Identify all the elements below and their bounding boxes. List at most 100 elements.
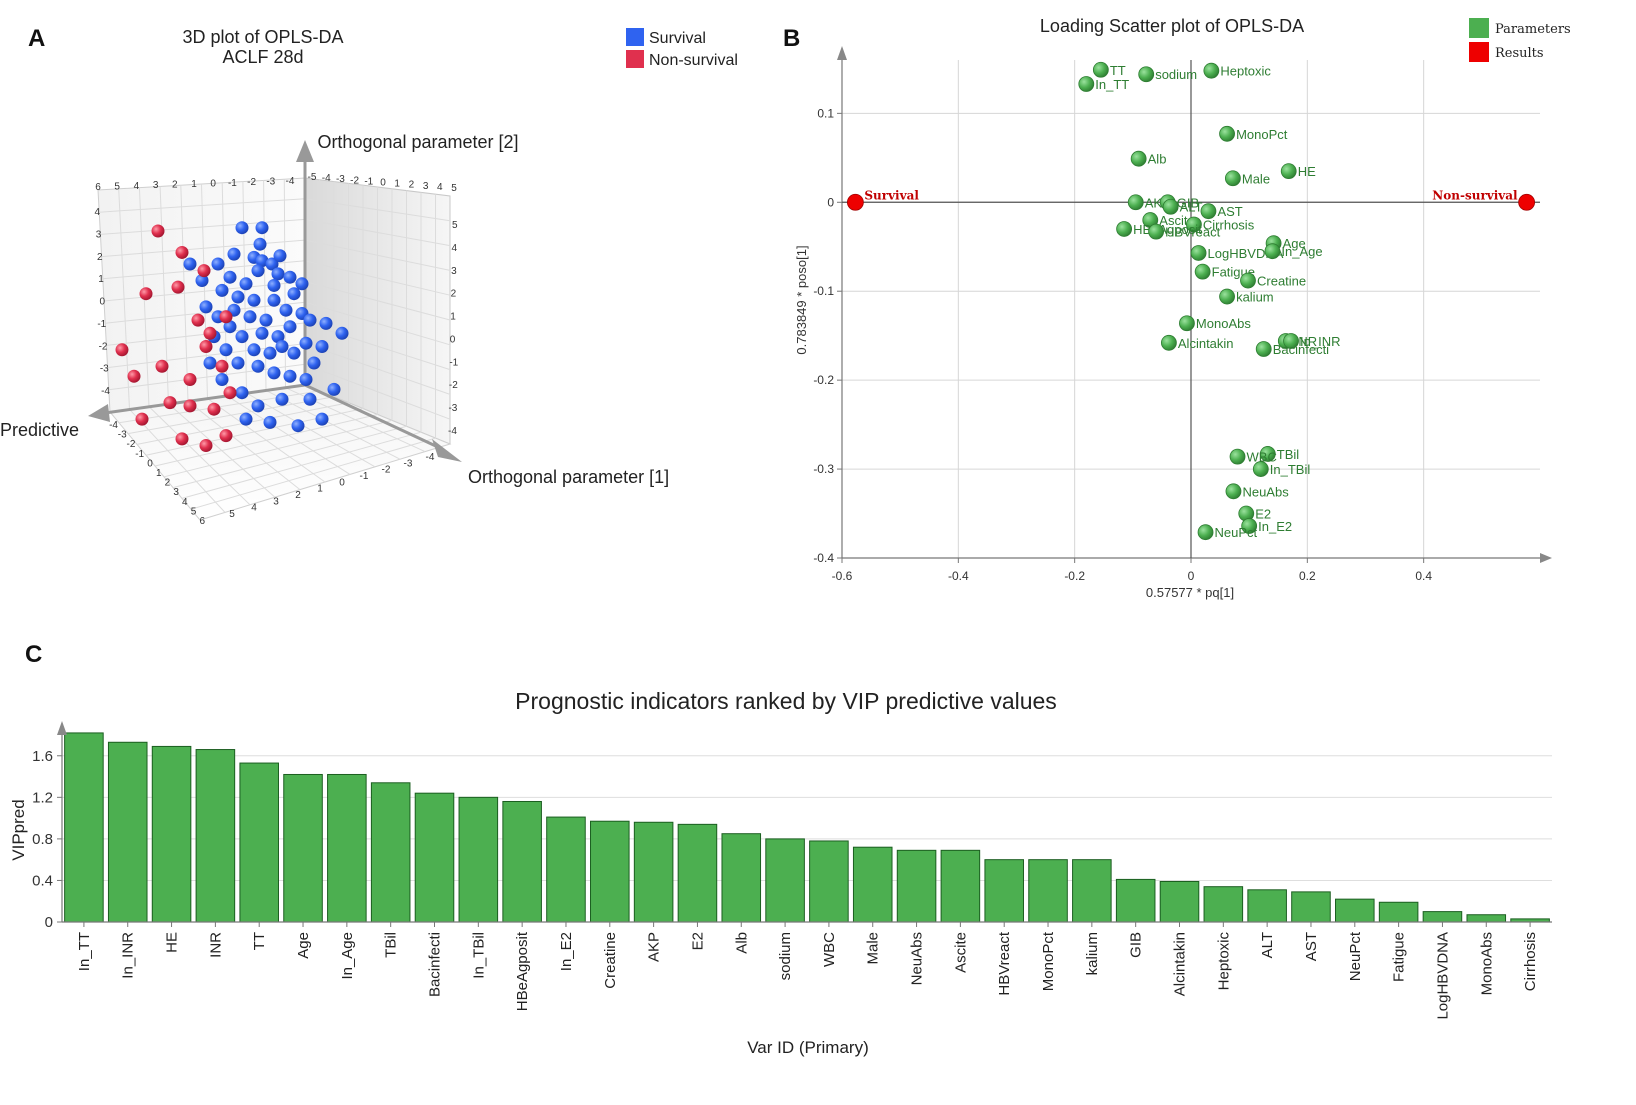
tick-label: 4	[94, 207, 100, 218]
non-survival-point	[197, 264, 211, 278]
panel-c-bars	[64, 732, 1550, 923]
parameter-point-group: AST	[1200, 203, 1243, 219]
x-tick-label: -0.6	[832, 569, 853, 583]
survival-point	[263, 346, 277, 360]
legend-survival-swatch	[626, 28, 644, 46]
category-label: WBC	[821, 932, 838, 967]
parameter-label: NeuAbs	[1242, 484, 1289, 499]
parameter-label: Male	[1242, 171, 1270, 186]
parameter-point-group: In_E2	[1241, 518, 1292, 534]
y-tick-label: -0.2	[813, 373, 834, 387]
panel-c-axes	[57, 721, 1552, 923]
tick-label: 2	[165, 478, 171, 489]
category-label: In_Age	[339, 932, 356, 980]
panel-c-vip-bars: Prognostic indicators ranked by VIP pred…	[9, 688, 1552, 1057]
survival-point	[271, 267, 285, 281]
grid-line	[226, 395, 351, 475]
tick-label: 0	[450, 334, 456, 345]
parameter-point	[1197, 524, 1214, 541]
category-label: Male	[865, 932, 882, 965]
category-label: LogHBVDNA	[1434, 932, 1451, 1020]
vip-bar	[765, 838, 805, 923]
survival-point	[215, 283, 229, 297]
survival-point	[299, 336, 313, 350]
tick-label: -1	[360, 471, 369, 482]
panel-b-y-axis-label: 0.783849 * poso[1]	[794, 245, 809, 354]
vip-bar	[809, 840, 849, 923]
survival-point	[251, 264, 265, 278]
survival-point	[195, 274, 209, 287]
survival-point	[267, 278, 281, 292]
parameter-point-group: TT	[1092, 61, 1126, 78]
grid-line	[304, 343, 451, 395]
legend-non-survival-label: Non-survival	[649, 52, 738, 69]
parameter-label: In_INR	[1300, 334, 1340, 349]
parameter-point-group: Heptoxic	[1203, 62, 1271, 79]
non-survival-point	[199, 340, 213, 353]
legend-results-label: Results	[1495, 46, 1544, 61]
vip-bar	[370, 782, 411, 923]
parameter-point	[1194, 263, 1211, 280]
parameter-point	[1148, 223, 1164, 240]
survival-point	[283, 320, 297, 334]
category-label: Cirrhosis	[1522, 932, 1539, 991]
vip-bar	[283, 773, 323, 923]
panel-b-loading-scatter: Loading Scatter plot of OPLS-DA Paramete…	[794, 16, 1571, 600]
parameter-point	[1203, 62, 1220, 79]
vip-bar	[721, 833, 762, 923]
panel-c-y-axis-label: VIPpred	[9, 799, 28, 860]
tick-label: -1	[135, 449, 144, 460]
survival-point	[267, 366, 281, 380]
non-survival-point	[175, 245, 189, 259]
vip-bar	[546, 816, 586, 923]
non-survival-point	[183, 399, 197, 413]
parameter-point-group: Bacinfecti	[1255, 341, 1329, 357]
parameter-point	[1162, 198, 1179, 215]
vip-bar	[64, 732, 104, 923]
survival-point	[283, 270, 297, 284]
vip-bar	[1335, 898, 1375, 923]
parameter-point-group: In_TT	[1078, 76, 1129, 92]
tick-label: 0	[147, 458, 153, 469]
tick-label: 6	[199, 516, 205, 527]
parameter-label: HE	[1298, 164, 1316, 179]
parameter-point-group: TBil	[1259, 446, 1299, 462]
parameter-label: sodium	[1155, 67, 1197, 82]
vip-bar	[1072, 859, 1112, 923]
tick-label: 5	[451, 183, 457, 194]
tick-label: 5	[191, 506, 197, 517]
tick-label: -3	[100, 364, 109, 375]
grid-line	[154, 414, 378, 467]
tick-label: 1	[98, 274, 104, 285]
tick-label: -4	[322, 173, 331, 184]
y-tick-label: -0.4	[813, 551, 834, 565]
survival-point	[315, 340, 329, 353]
tick-label: 0	[99, 297, 105, 308]
parameter-label: Ascite	[1159, 213, 1194, 228]
survival-point	[251, 399, 265, 413]
category-label: GIB	[1128, 932, 1145, 958]
parameter-label: HBVreact	[1165, 225, 1221, 240]
tick-label: 0	[380, 178, 386, 189]
result-label: Non-survival	[1432, 188, 1518, 202]
tick-label: -4	[426, 452, 435, 463]
parameter-point	[1241, 518, 1258, 534]
tick-label: 3	[423, 181, 429, 192]
parameter-point-group: MonoPct	[1219, 125, 1288, 142]
parameter-label: In_Age	[1281, 244, 1322, 259]
axis-left-line	[104, 383, 306, 415]
vip-bar	[1159, 880, 1200, 923]
category-label: INR	[207, 932, 224, 958]
category-label: kalium	[1084, 932, 1101, 975]
non-survival-point	[115, 343, 129, 357]
survival-point	[265, 257, 279, 271]
vip-bar	[414, 792, 455, 923]
category-label: AST	[1303, 932, 1320, 961]
non-survival-point	[175, 432, 189, 446]
tick-label: 4	[437, 182, 443, 193]
survival-point	[267, 293, 281, 307]
y-tick-label: 0	[45, 914, 53, 931]
grid-line	[283, 179, 286, 388]
parameter-point-group: ALT	[1162, 198, 1203, 215]
panel-a-subtitle: ACLF 28d	[222, 47, 303, 67]
